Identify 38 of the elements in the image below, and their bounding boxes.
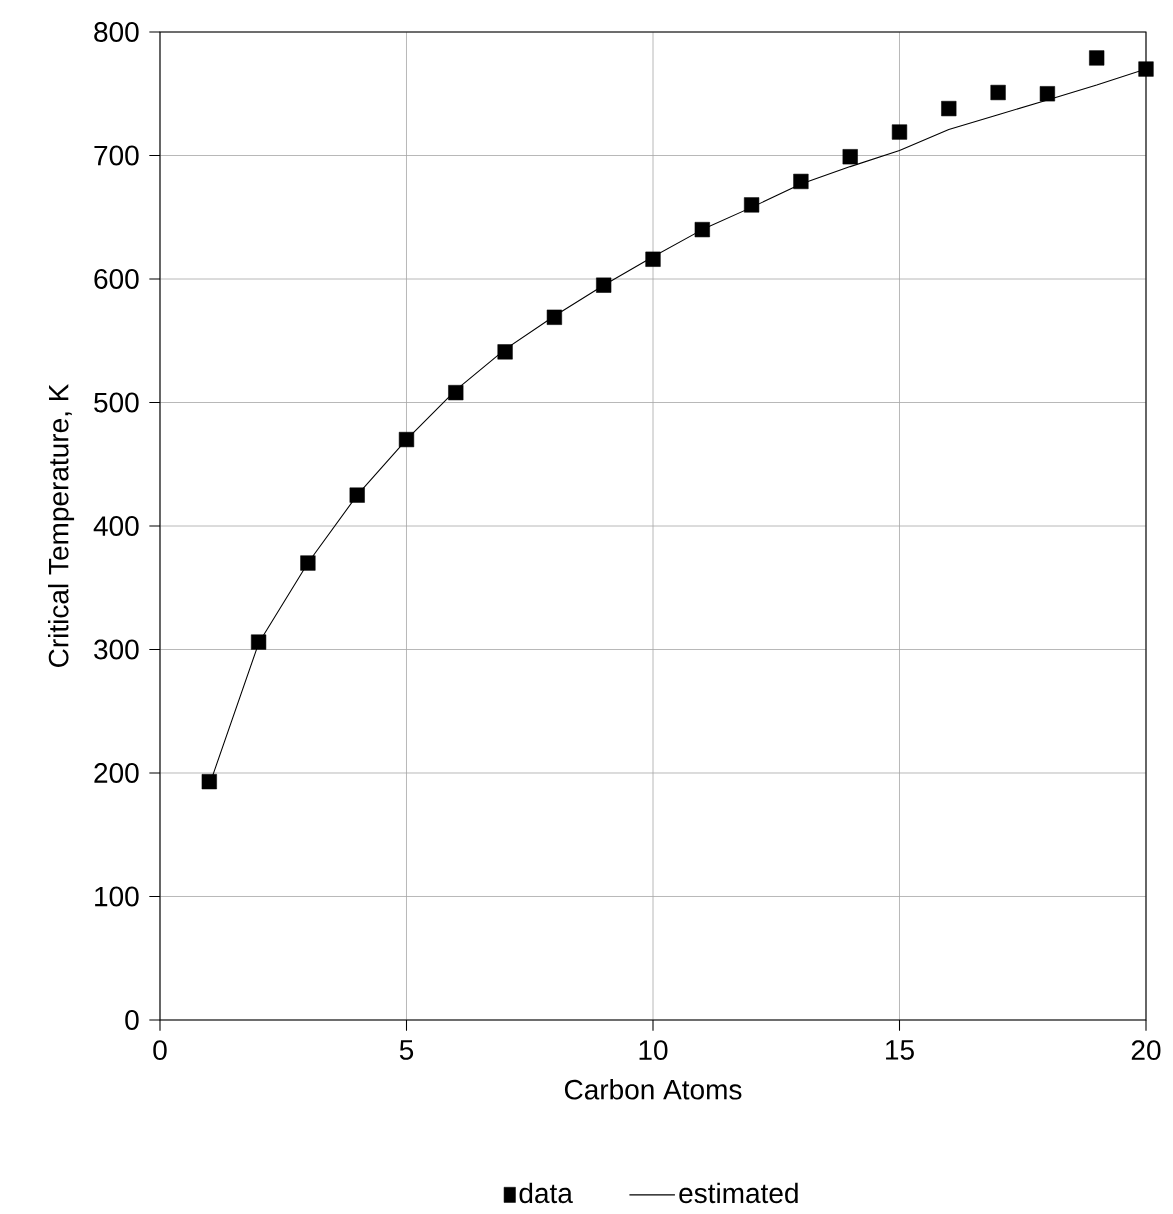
point <box>793 173 809 190</box>
y-axis-title: Critical Temperature, K <box>47 384 75 667</box>
point <box>300 555 316 571</box>
y-tick-label: 100 <box>95 886 139 907</box>
x-tick-label: 0 <box>153 1040 167 1061</box>
y-tick-label: 0 <box>125 1010 139 1030</box>
point <box>250 634 267 650</box>
point <box>842 149 858 165</box>
x-tick-label: 15 <box>886 1040 914 1060</box>
point <box>744 197 760 213</box>
point <box>645 251 661 267</box>
y-tick-label: 300 <box>94 639 139 660</box>
y-tick-label: 400 <box>93 516 139 536</box>
point <box>398 431 415 448</box>
x-tick-label: 5 <box>399 1040 414 1060</box>
point <box>941 100 957 117</box>
point <box>596 277 612 293</box>
y-tick-label: 800 <box>94 22 139 42</box>
point <box>349 487 365 503</box>
point <box>694 222 710 238</box>
point <box>1039 86 1055 102</box>
x-axis-title: Carbon Atoms <box>564 1079 742 1100</box>
point <box>891 124 908 140</box>
point <box>990 84 1006 101</box>
point <box>546 309 562 325</box>
point <box>1089 50 1105 66</box>
point <box>1138 61 1154 77</box>
y-tick-label: 500 <box>94 392 139 413</box>
y-tick-label: 200 <box>94 763 139 783</box>
y-tick-label: 700 <box>94 145 139 166</box>
point <box>448 385 464 401</box>
legend-label: data <box>519 1182 573 1204</box>
point <box>201 774 217 790</box>
point <box>497 344 513 360</box>
x-tick-label: 10 <box>639 1040 668 1061</box>
legend-label: estimated <box>679 1182 798 1204</box>
y-tick-label: 600 <box>94 269 139 289</box>
x-tick-label: 20 <box>1131 1040 1161 1061</box>
